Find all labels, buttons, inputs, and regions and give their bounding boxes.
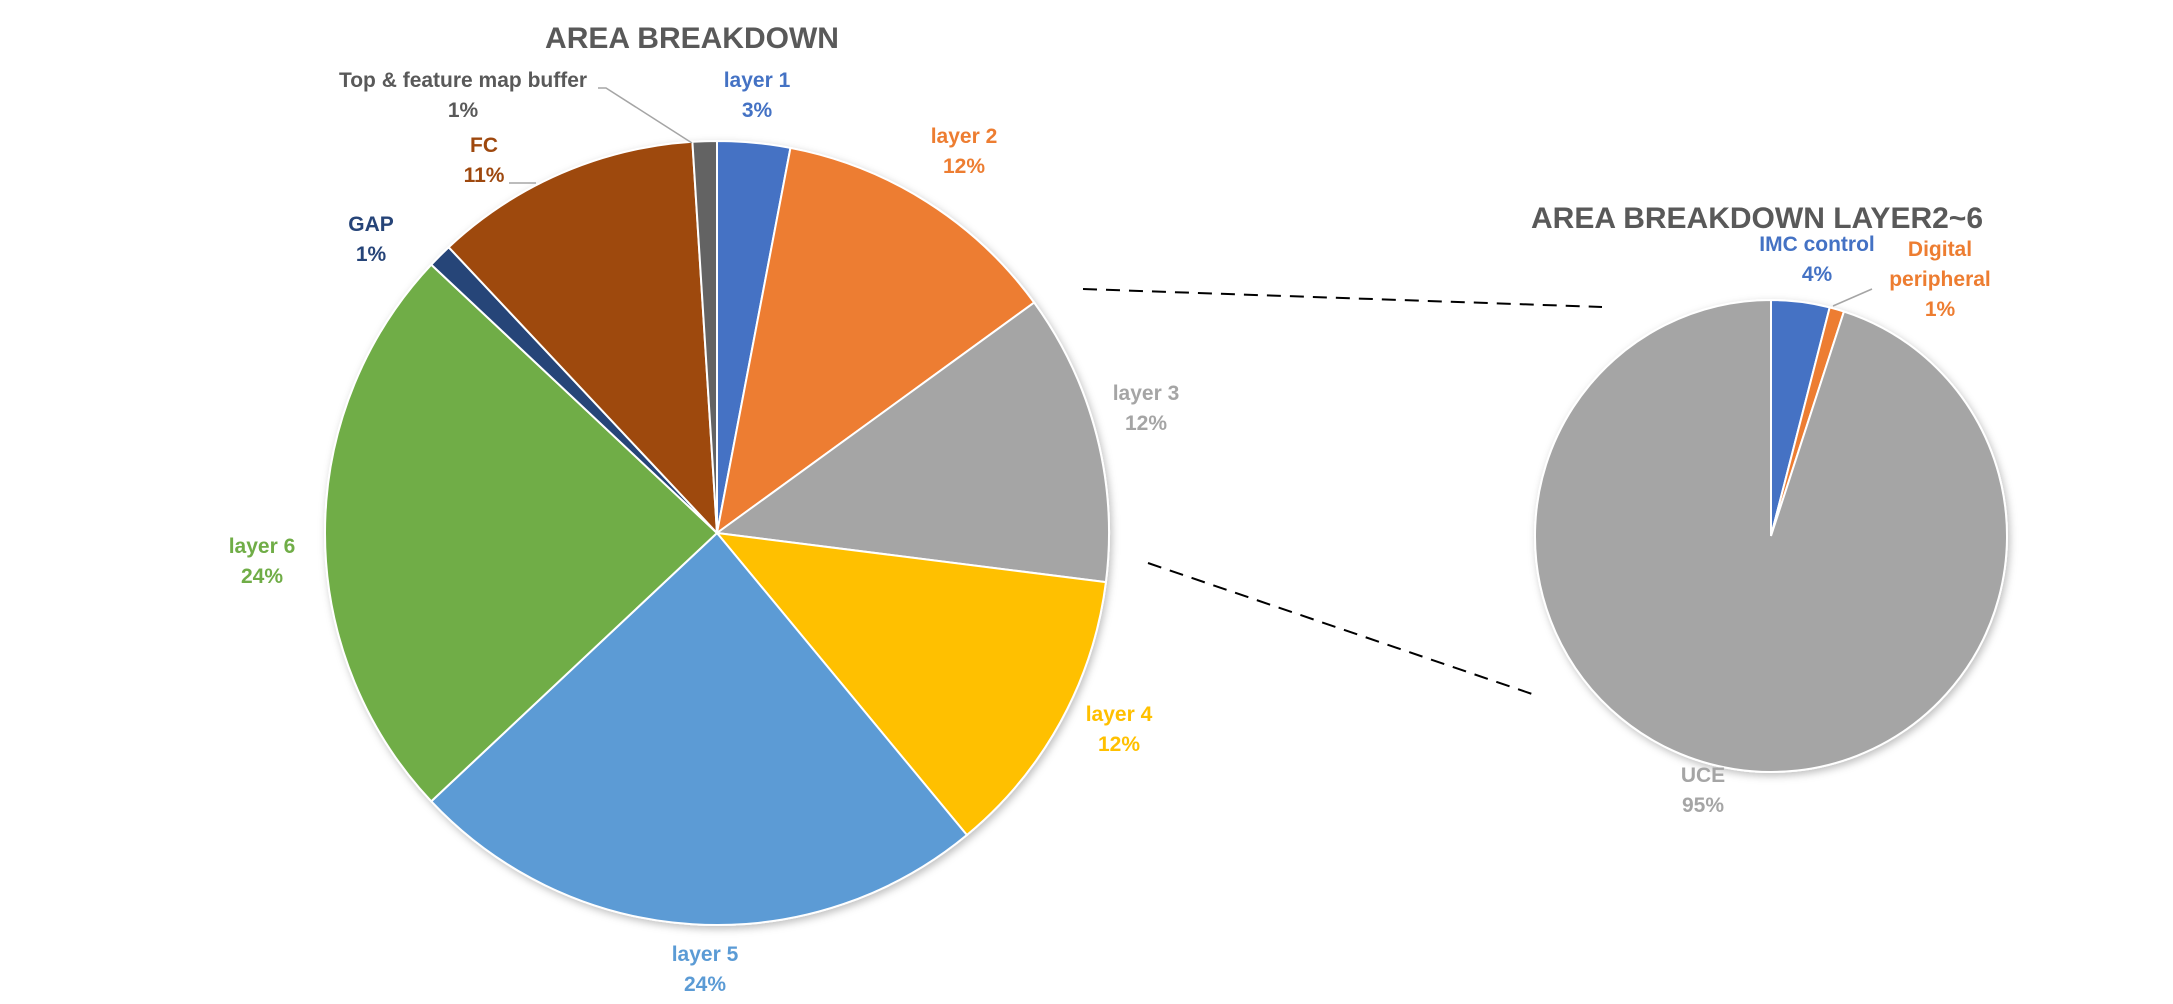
main-pie [323,139,1110,926]
main-chart-title: AREA BREAKDOWN [545,22,839,55]
slice-label-layer-4: layer 4 [1086,703,1153,726]
slice-label-layer-3: layer 3 [1113,382,1180,405]
data-label-digital-peripheral: Digital peripheral 1% [1889,238,1991,321]
data-label-top-feature-map-buffer: Top & feature map buffer 1% [339,69,587,122]
slice-label-layer-6: layer 6 [229,535,296,558]
secondary-chart-title: AREA BREAKDOWN LAYER2~6 [1531,202,1983,235]
data-label-gap: GAP 1% [348,213,394,266]
data-label-layer-1: layer 1 3% [724,69,791,122]
slice-value-layer-4: 12% [1098,733,1140,756]
pie-slice-fc [447,140,719,536]
slice-value-fc: 11% [464,164,505,187]
slice-value-imc-control: 4% [1802,263,1833,286]
slice-value-layer-3: 12% [1125,412,1167,435]
pie-slice-layer-6 [323,263,719,803]
data-label-fc: FC 11% [464,134,505,187]
connector-line-top [1082,288,1603,308]
connector-line-bottom [1147,562,1536,696]
slice-label-layer-1: layer 1 [724,69,791,92]
slice-value-top-feature-map-buffer: 1% [448,99,479,122]
leader-line-top-buffer [598,87,693,144]
secondary-pie [1534,298,2008,773]
slice-label-gap: GAP [348,213,394,236]
slice-value-layer-6: 24% [241,565,283,588]
slice-value-layer-5: 24% [684,973,726,996]
slice-label-imc-control: IMC control [1759,233,1875,256]
data-label-layer-4: layer 4 12% [1086,703,1153,756]
leader-line-digital-peripheral [1832,288,1873,307]
slice-label-layer-2: layer 2 [931,125,998,148]
data-label-layer-6: layer 6 24% [229,535,296,588]
slice-label-fc: FC [470,134,498,157]
pie-slice-layer-5 [429,531,969,926]
data-label-layer-2: layer 2 12% [931,125,998,178]
slice-value-digital-peripheral: 1% [1925,298,1956,321]
slice-value-layer-2: 12% [943,155,985,178]
slice-label-digital-peripheral: Digital peripheral [1889,238,1991,291]
slice-label-digital-peripheral-line: Digital [1908,238,1972,261]
slice-value-uce: 95% [1682,794,1724,817]
pie-slice-uce [1534,298,2008,773]
slice-label-layer-5: layer 5 [672,943,739,966]
data-label-layer-3: layer 3 12% [1113,382,1180,435]
pie-slice-top-feature-map-buffer [691,139,718,534]
slice-label-digital-peripheral-line: peripheral [1889,268,1991,291]
slice-label-top-feature-map-buffer: Top & feature map buffer [339,69,587,92]
slice-value-layer-1: 3% [742,99,773,122]
pie-slice-layer-2 [715,146,1036,536]
pie-slice-layer-4 [714,531,1108,837]
slice-label-uce: UCE [1681,764,1725,787]
data-label-imc-control: IMC control 4% [1759,233,1875,286]
data-label-layer-5: layer 5 24% [672,943,739,996]
data-label-uce: UCE 95% [1681,764,1725,817]
slice-value-gap: 1% [356,243,387,266]
pie-slice-layer-3 [714,301,1110,584]
